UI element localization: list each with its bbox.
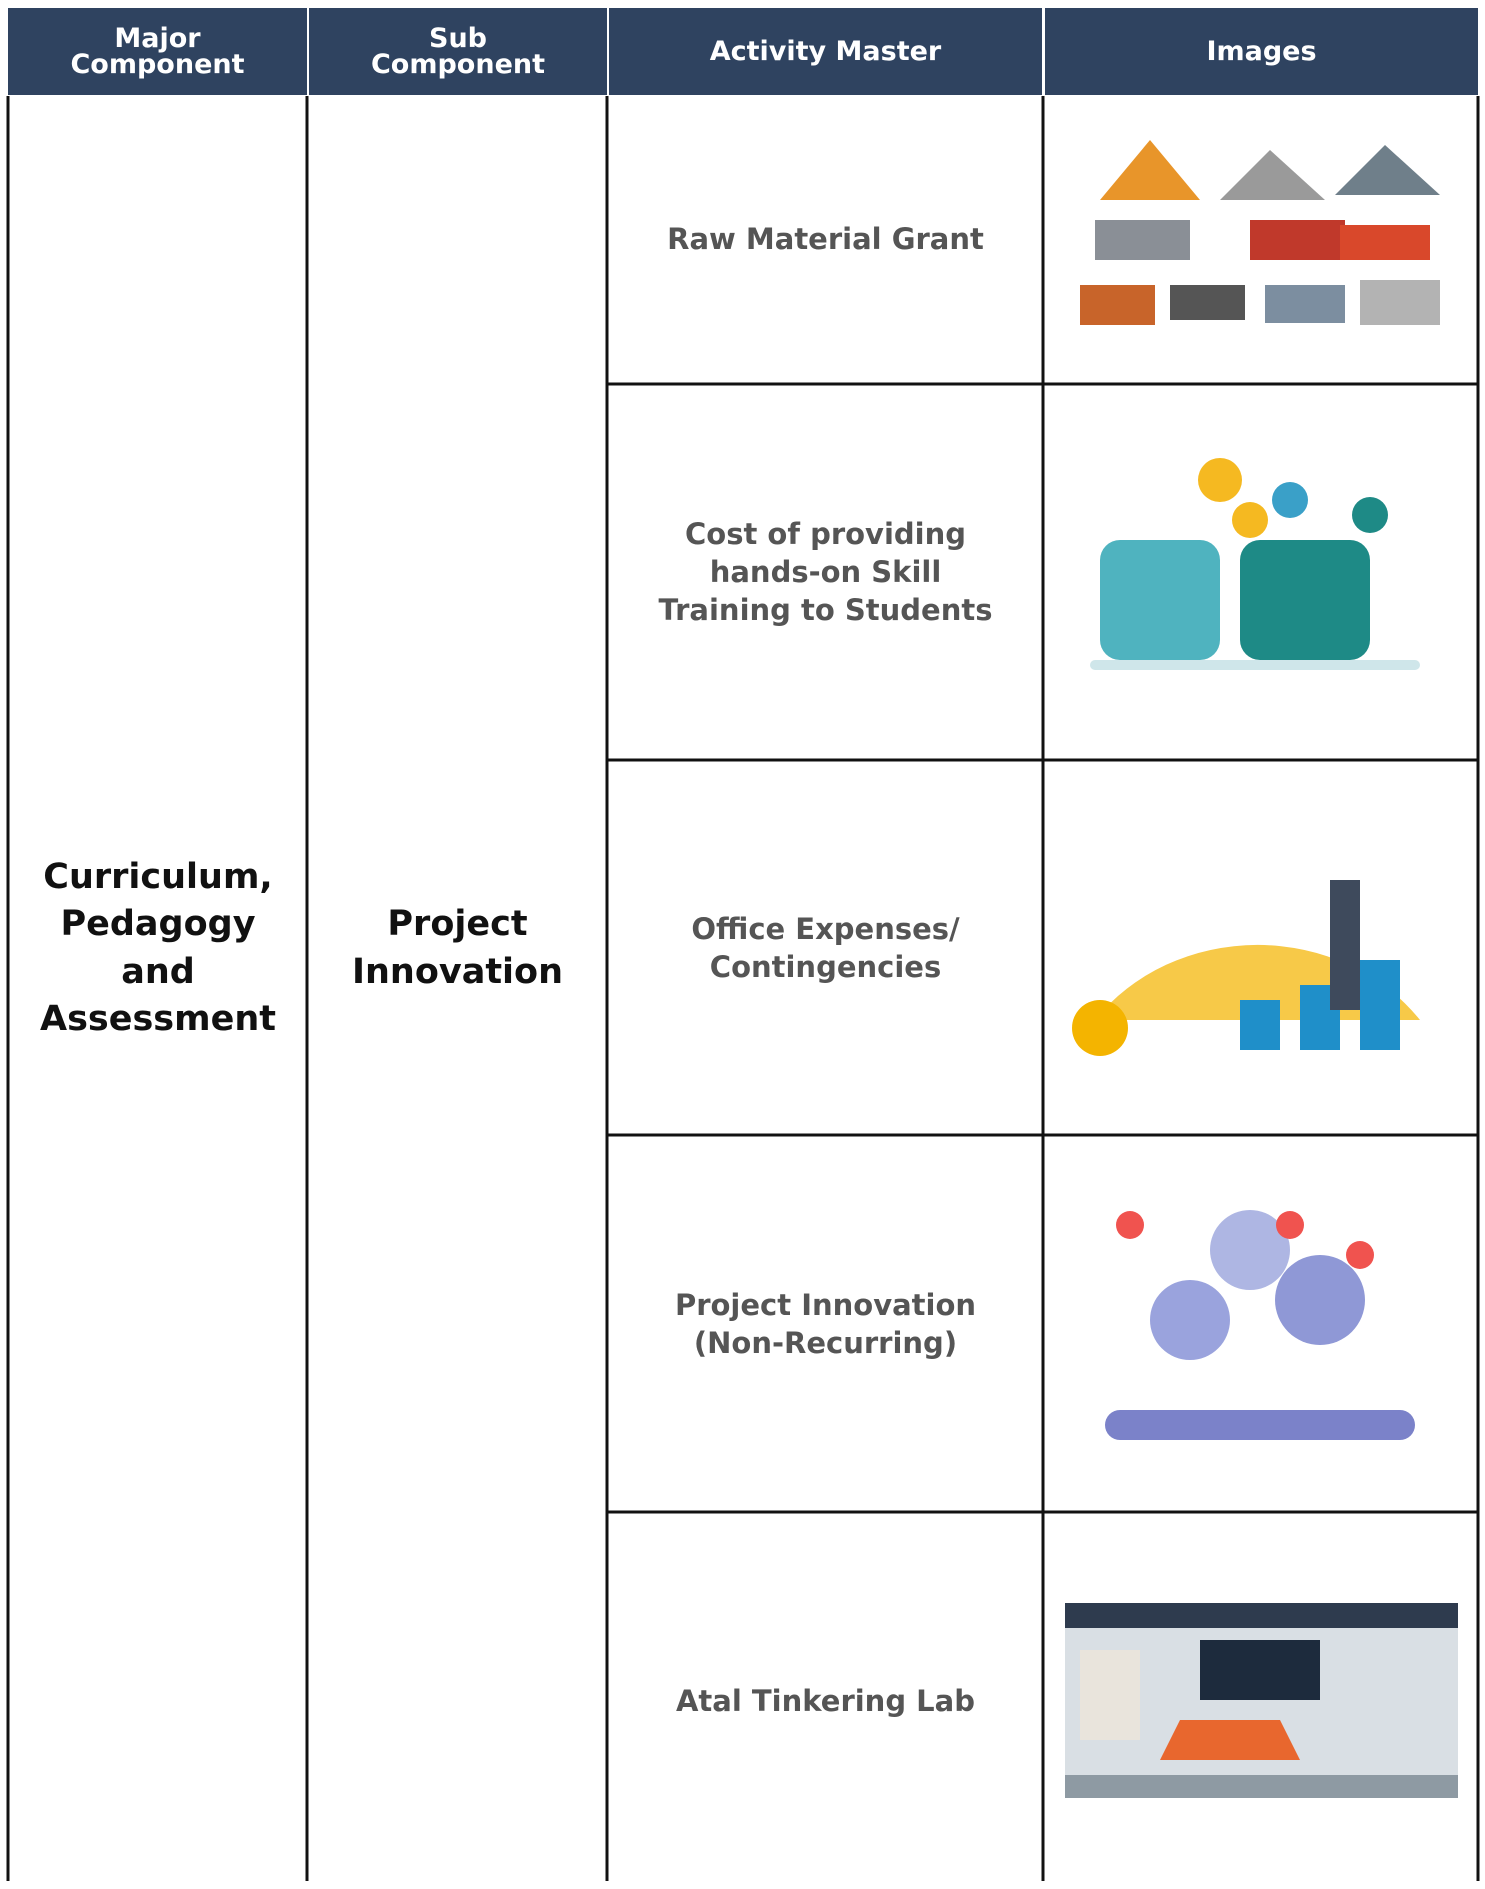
header-cell: Images (1045, 8, 1478, 95)
activity: Raw Material Grant (667, 222, 984, 257)
activity: Project Innovation (Non-Recurring) (674, 1287, 977, 1360)
header-text: Major Component (70, 22, 245, 80)
skill-training-illustration (1090, 458, 1420, 670)
major-component: Curriculum, Pedagogy and Assessment (39, 857, 276, 1039)
header-cell: Activity Master (609, 8, 1042, 95)
activity: Atal Tinkering Lab (675, 1683, 975, 1718)
header-cell: Major Component (8, 8, 307, 95)
header-text: Activity Master (709, 35, 942, 67)
materials-illustration (1080, 140, 1440, 325)
header-cell: Sub Component (309, 8, 607, 95)
table-lines (6, 96, 1480, 1881)
activity: Office Expenses/ Contingencies (691, 911, 960, 984)
activity: Cost of providing hands-on Skill Trainin… (658, 517, 993, 627)
header-text: Sub Component (370, 22, 546, 80)
innovation-illustration (1105, 1210, 1415, 1440)
tinkering-lab-photo (1065, 1603, 1458, 1798)
header-text: Images (1206, 35, 1317, 67)
office-illustration (1072, 880, 1420, 1056)
sub-component: Project Innovation (351, 904, 564, 992)
